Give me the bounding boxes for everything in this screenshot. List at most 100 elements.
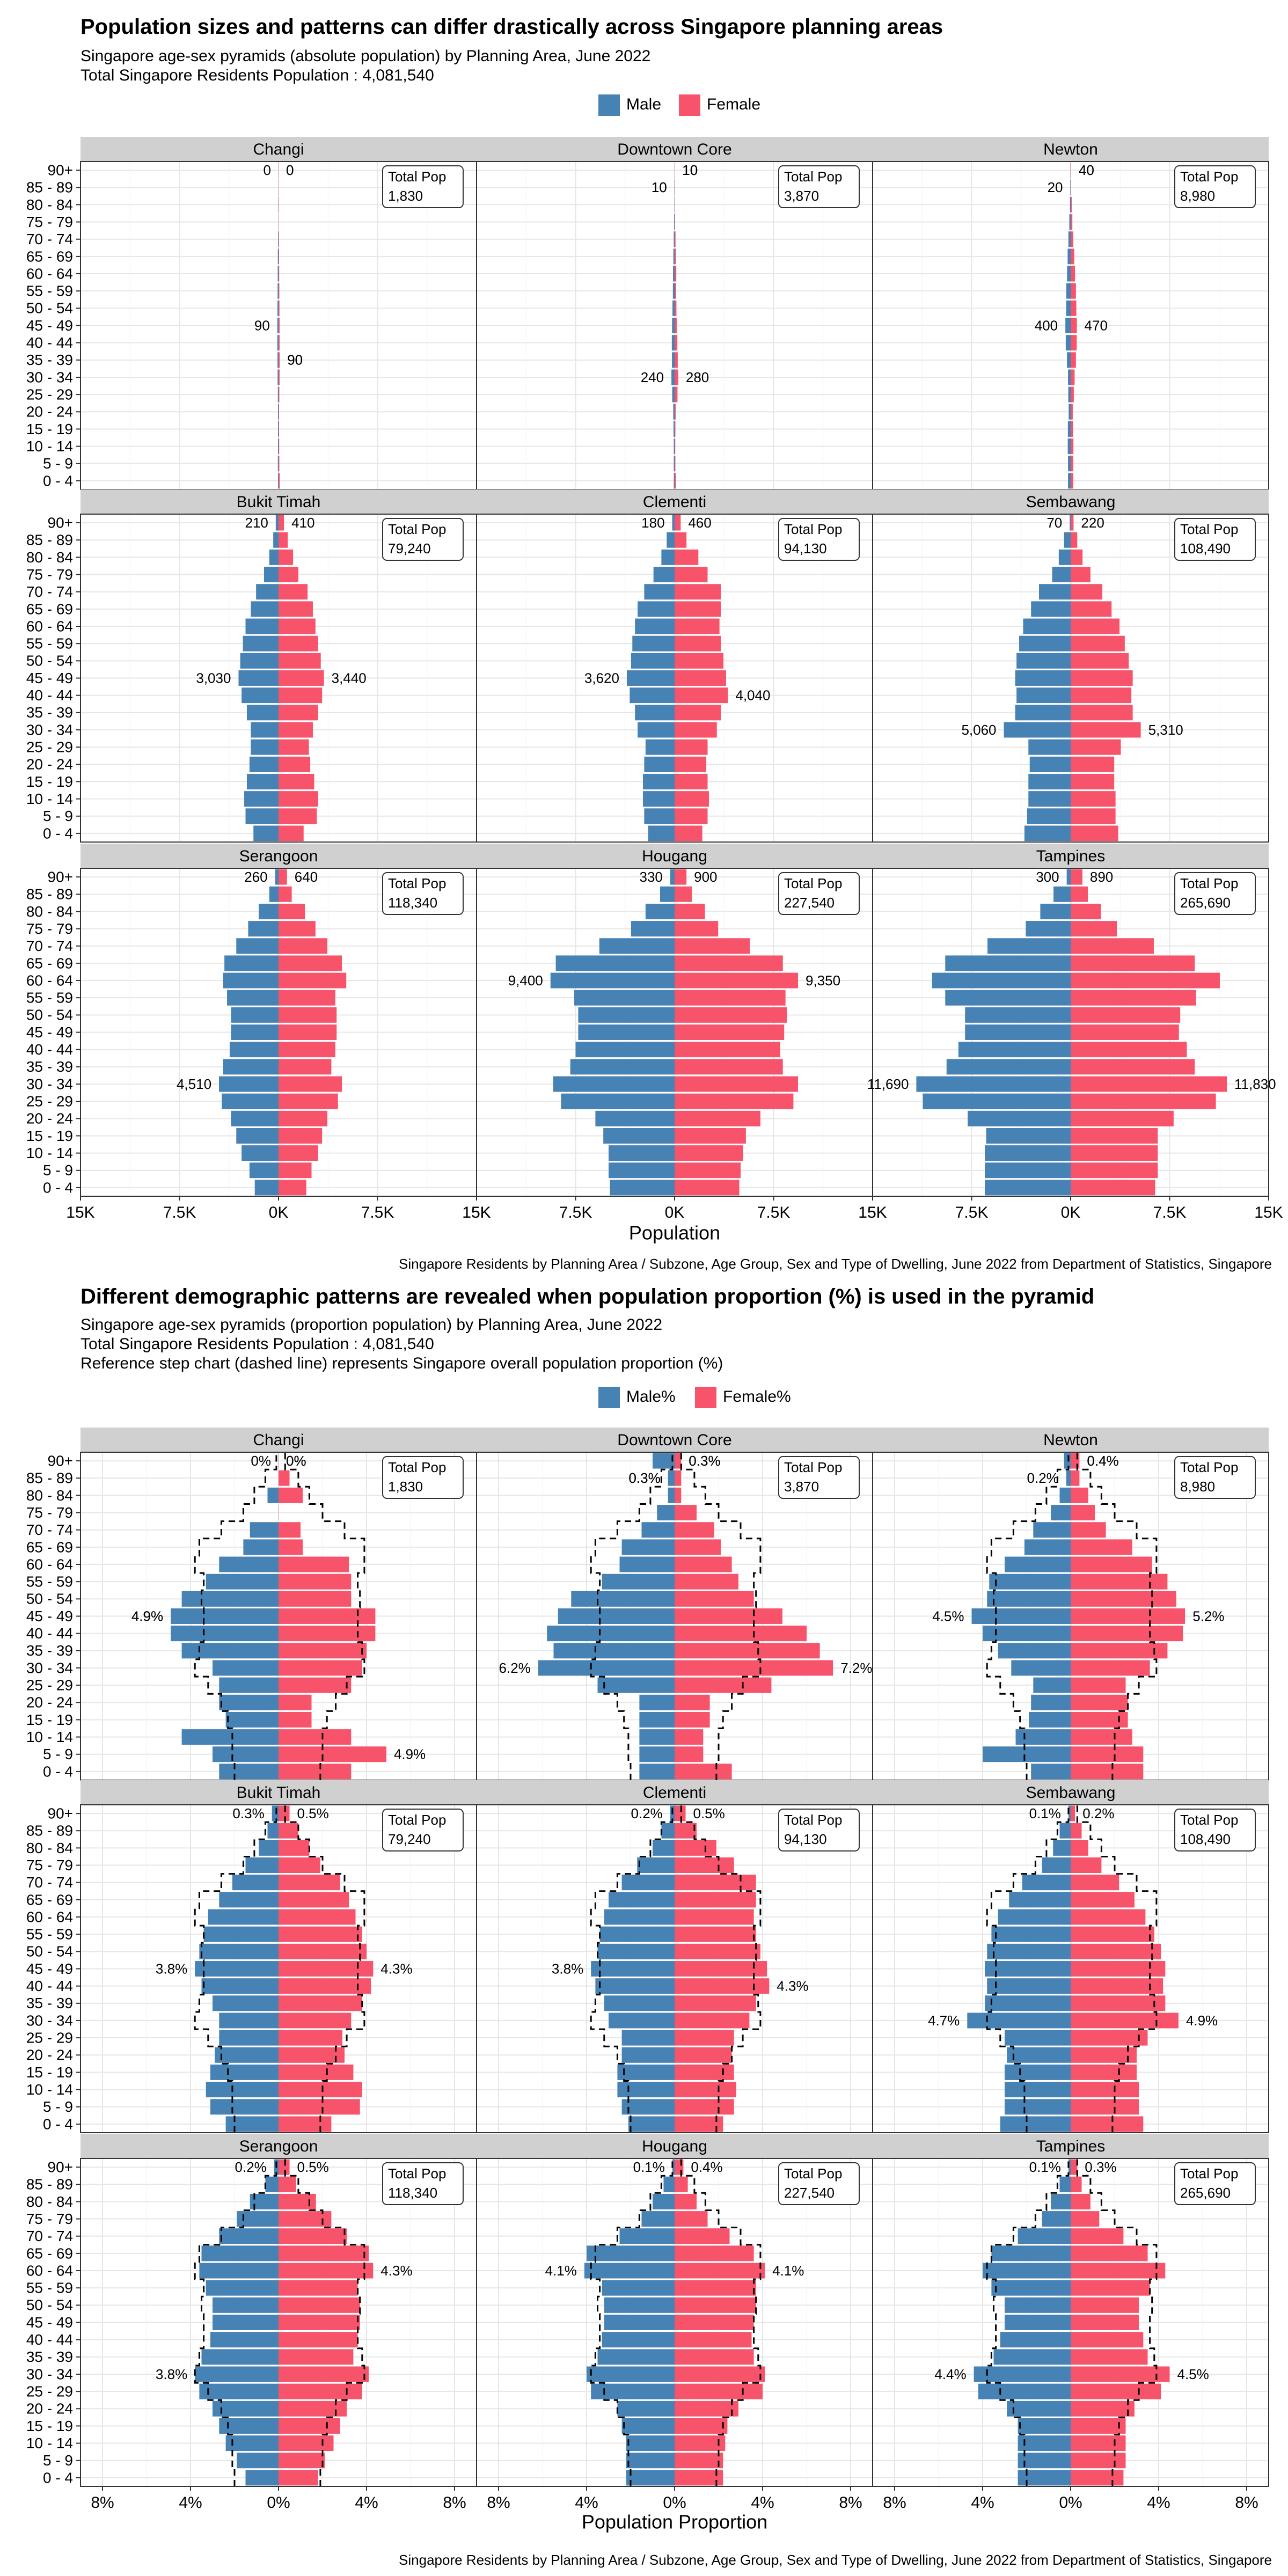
age-group-label: 20 - 24 [26,1110,73,1127]
bar-female [279,808,317,824]
bar-male [171,1608,279,1624]
bar-female [279,903,305,919]
bar-male [587,2245,675,2262]
reference-line-male [986,2158,1070,2486]
bar-female [1071,2435,1126,2451]
bar-male [602,1574,675,1590]
age-group-label: 40 - 44 [26,1625,73,1642]
bar-female [1071,1180,1155,1196]
bar-female [675,1007,787,1023]
bar-female [279,1626,376,1642]
bar-male [674,473,675,489]
bar-male [578,1007,675,1023]
age-group-label: 25 - 29 [26,2030,73,2046]
bar-female [1071,515,1074,531]
reference-line-female [680,1452,762,1780]
age-group-label: 85 - 89 [26,2176,73,2193]
bar-male [278,473,279,489]
bar-female [279,2099,360,2115]
age-group-label: 80 - 84 [26,196,73,213]
bar-female [279,1961,374,1977]
bar-male [661,1823,675,1839]
bar-female [675,2453,723,2469]
bar-male [602,2332,675,2348]
bar-male [251,722,279,738]
total-pop-box [778,165,860,208]
bar-male [181,1643,279,1659]
age-group-label: 70 - 74 [26,1521,73,1538]
bar-male [1051,2193,1071,2209]
bar-male [229,1042,279,1058]
data-label-female: 0.2% [1082,1805,1114,1821]
bar-female [1071,2297,1139,2313]
data-label-female: 11,830 [1234,1076,1276,1092]
data-label-female: 220 [1081,515,1104,531]
data-label-male: 5,060 [961,722,996,738]
bar-male [1023,618,1071,634]
bar-female [1071,2366,1170,2382]
bar-female [675,369,678,385]
bar-female [279,1763,352,1780]
data-label-female: 9,350 [806,972,840,989]
panel-border [872,514,1269,843]
data-label-male: 400 [1035,317,1058,333]
bar-female [279,1059,332,1075]
bar-female [279,2332,358,2348]
x-tick-label: 0K [1061,1204,1081,1221]
bar-male [241,1145,279,1161]
data-label-female: 460 [688,515,711,531]
data-label-female: 4,040 [735,687,770,704]
bar-male [637,1857,675,1874]
bar-male [1018,2418,1071,2434]
bar-male [668,1470,675,1486]
bar-male [264,567,279,583]
bar-male [213,1660,279,1676]
total-pop-box [382,1456,464,1499]
bar-female [279,1892,349,1908]
age-group-label: 80 - 84 [26,2193,73,2210]
bar-male [673,404,675,420]
bar-female [675,2064,734,2080]
bar-female [675,990,786,1006]
age-group-label: 55 - 59 [26,1926,73,1943]
chart2-subtitle-3: Reference step chart (dashed line) repre… [80,1355,723,1372]
total-pop-value: 79,240 [388,540,431,557]
facet-strip [873,1780,1269,1805]
data-label-male: 0.1% [1029,2159,1061,2175]
age-group-label: 85 - 89 [26,1470,73,1487]
bar-male [1068,473,1071,489]
bar-female [279,567,298,583]
bar-female [279,1694,312,1710]
bar-male [248,921,279,937]
bar-male [1026,921,1071,937]
bar-female [675,352,678,368]
bar-female [279,653,321,669]
bar-male [208,1909,279,1925]
bar-male [998,1909,1071,1925]
bar-female [1071,990,1196,1006]
facet-title: Tampines [1036,2138,1105,2155]
age-group-label: 0 - 4 [43,472,73,489]
bar-female [279,1995,362,2011]
bar-female [1071,1995,1166,2011]
total-pop-label: Total Pop [388,1812,446,1828]
bar-female [279,2315,360,2330]
data-label-male: 3.8% [156,2366,187,2382]
age-group-label: 90+ [48,1805,74,1821]
bar-male [1000,2332,1071,2348]
bar-male [945,990,1071,1006]
bar-male [1029,756,1071,772]
facet-strip [873,1428,1269,1452]
bar-female [675,1076,799,1092]
bar-female [1071,1943,1161,1959]
bar-male [278,438,279,455]
age-group-label: 15 - 19 [26,1711,73,1728]
bar-male [1015,670,1071,686]
bar-female [675,584,721,600]
data-label-male: 0% [251,1453,271,1469]
bar-male [219,2012,279,2029]
bar-female [675,2012,750,2029]
facet-strip [80,1428,477,1452]
age-group-label: 75 - 79 [26,2211,73,2227]
bar-male [550,972,675,989]
